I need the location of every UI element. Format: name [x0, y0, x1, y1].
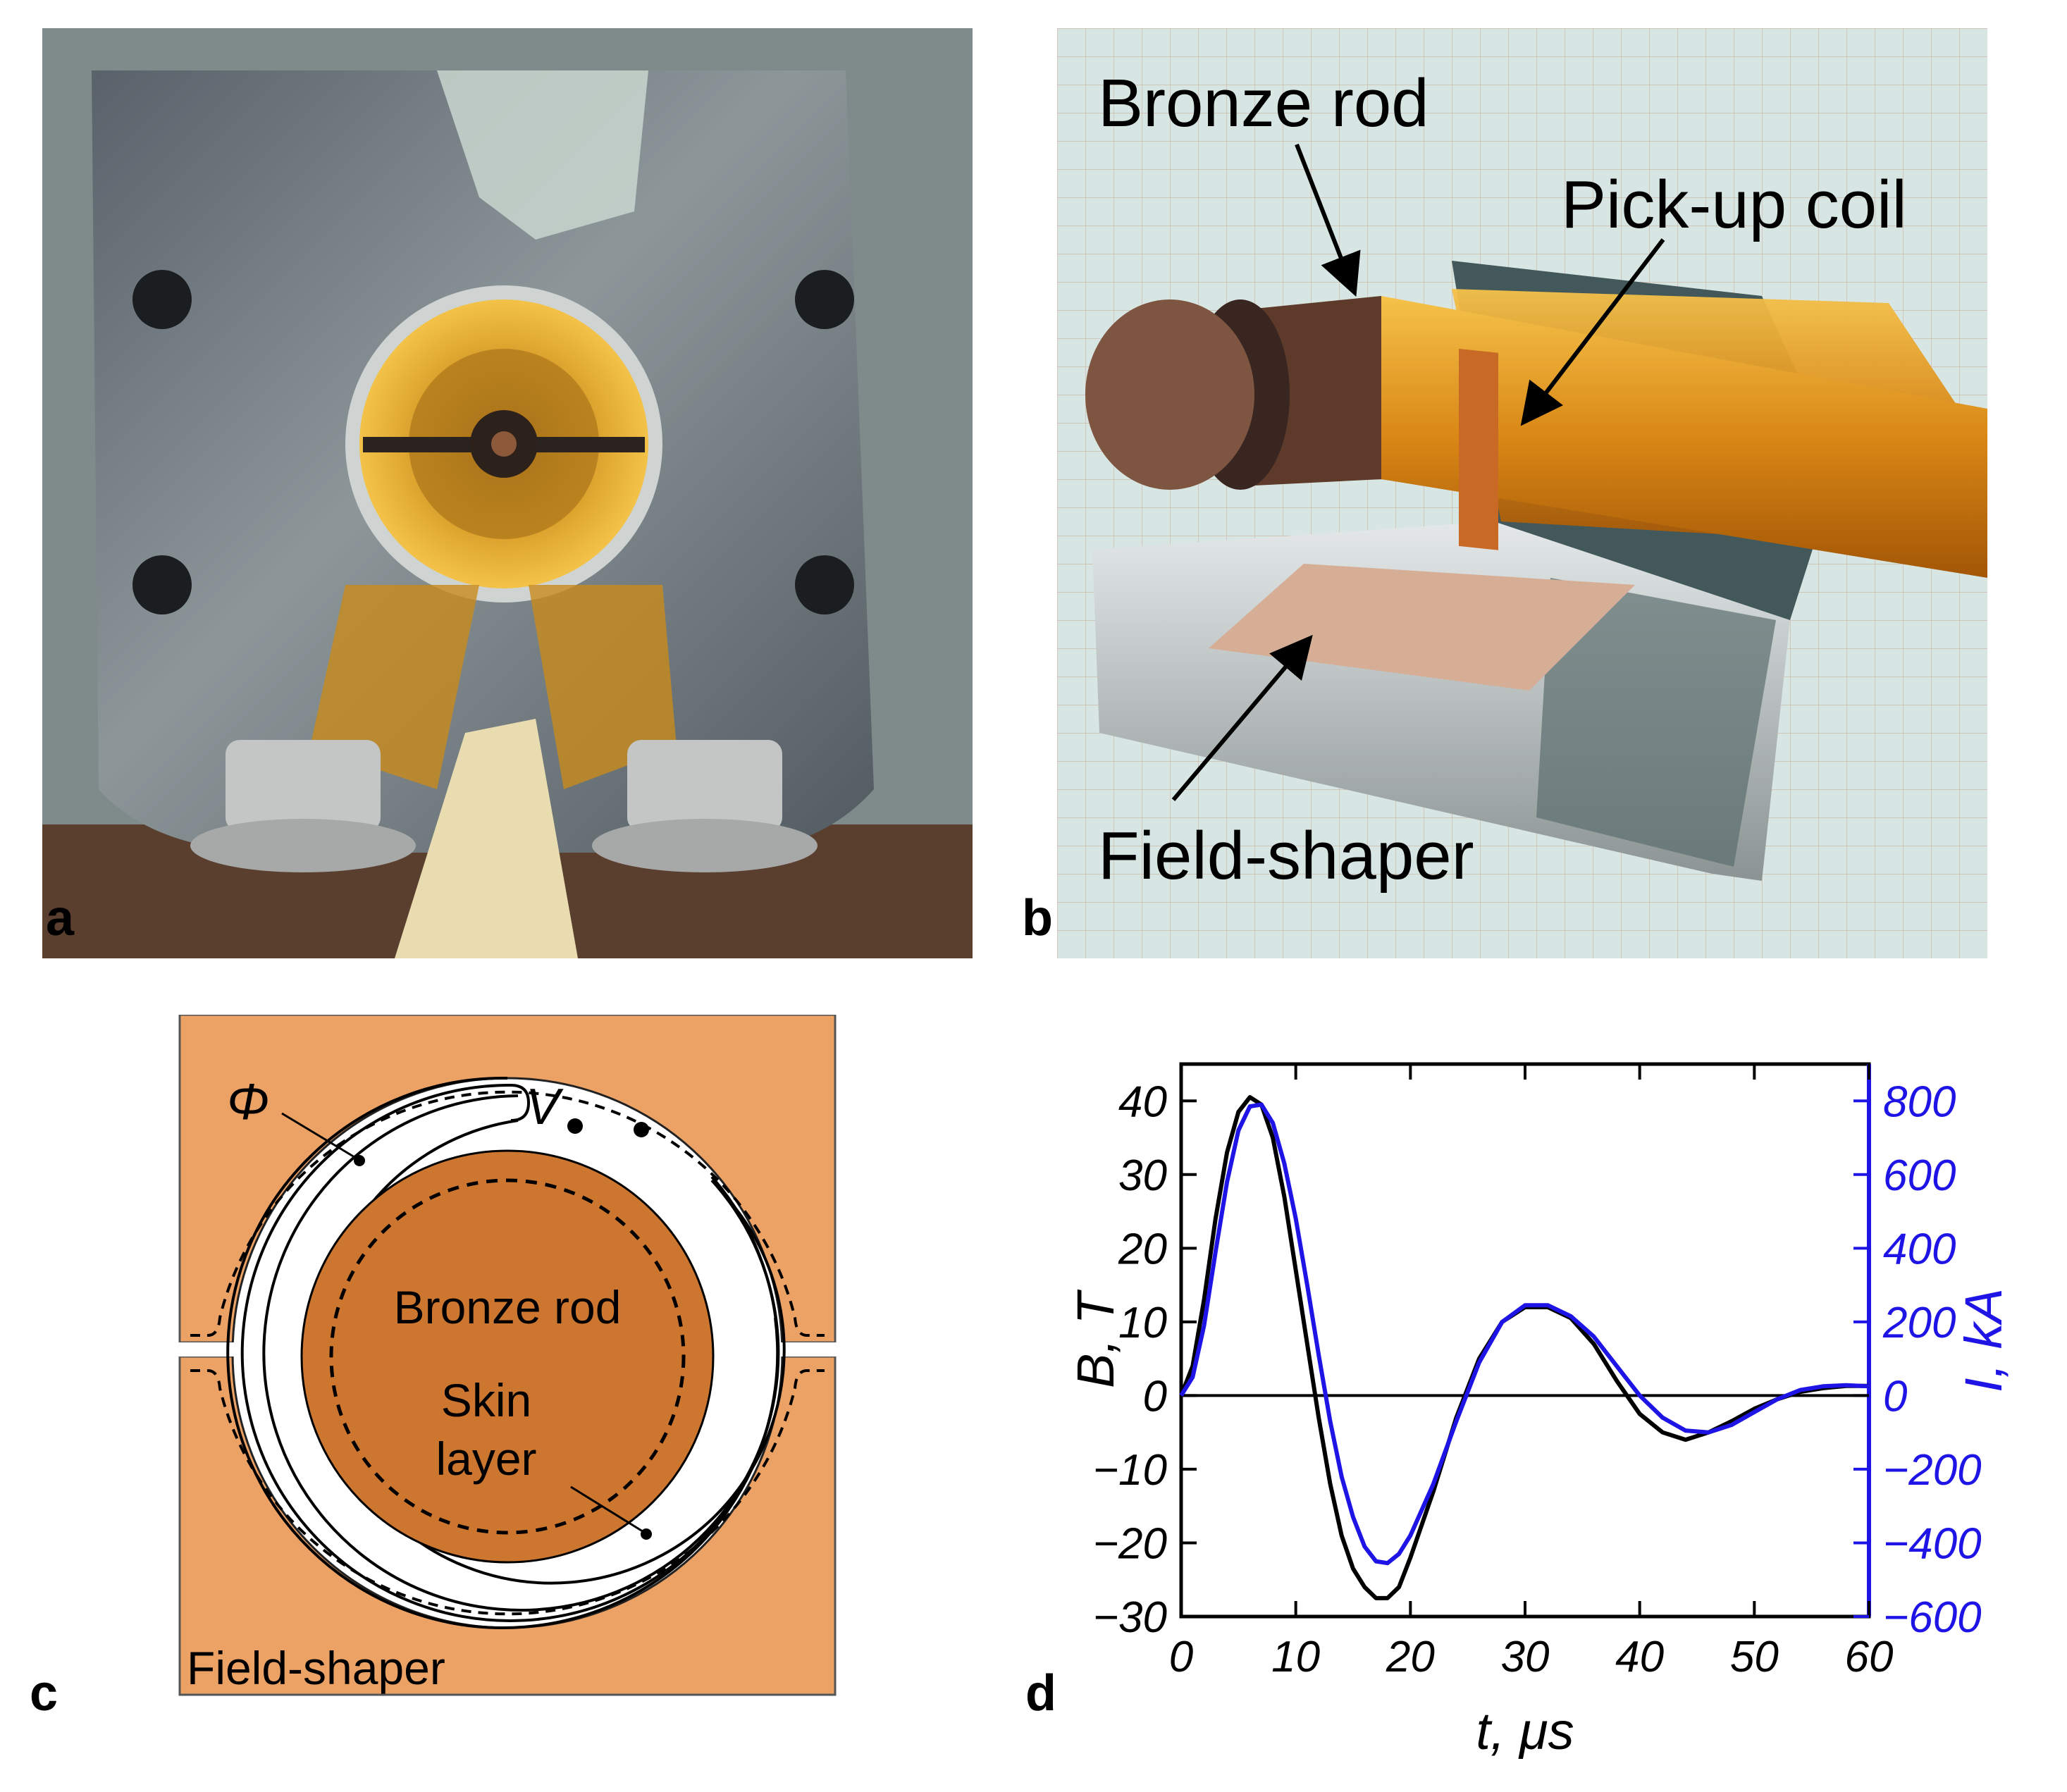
bronze-rod-disc: [300, 1149, 715, 1564]
y-right-tick-label: −200: [1883, 1446, 1982, 1495]
panel-letter-b: b: [1022, 890, 1053, 946]
flux-loop: [262, 1094, 780, 1612]
panel-letter-a: a: [46, 890, 75, 946]
y-right-tick-label: 0: [1883, 1372, 1907, 1421]
arrow-pick-up-coil: [1520, 238, 1665, 426]
label-pick-up-coil: Pick-up coil: [1561, 167, 1907, 242]
arrow-bronze-rod: [1295, 143, 1361, 297]
label-layer: layer: [436, 1433, 536, 1485]
flux-leader: [281, 1112, 359, 1161]
label-field-shaper: Field-shaper: [1098, 818, 1474, 894]
panel-letter-c: c: [30, 1665, 58, 1722]
y-right-tick-label: 600: [1883, 1151, 1956, 1200]
y-right-tick-label: 200: [1882, 1299, 1956, 1347]
y-left-tick-label: −10: [1093, 1446, 1167, 1495]
photo-a: [42, 28, 973, 958]
x-tick-label: 40: [1615, 1633, 1664, 1681]
x-tick-label: 30: [1501, 1633, 1550, 1681]
y-left-tick-label: 30: [1118, 1151, 1167, 1200]
shaper-outline-dashed: [190, 1090, 825, 1616]
x-tick-label: 60: [1845, 1633, 1894, 1681]
y-right-tick-label: −600: [1883, 1593, 1982, 1642]
photo-b-arrows: [1171, 143, 1665, 801]
photo-b-illustration: [1057, 28, 1987, 958]
terminal-dot-2: [634, 1122, 649, 1137]
x-tick-label: 20: [1386, 1633, 1435, 1681]
x-tick-label: 10: [1271, 1633, 1320, 1681]
label-bronze-rod: Bronze rod: [1098, 66, 1429, 141]
y-left-tick-label: 10: [1118, 1299, 1167, 1347]
skin-layer-dashed: [329, 1178, 686, 1535]
y-left-tick-label: 0: [1143, 1372, 1167, 1421]
panel-letter-d: d: [1025, 1665, 1056, 1722]
y-left-tick-label: 40: [1118, 1077, 1167, 1126]
label-field-shaper: Field-shaper: [187, 1642, 445, 1694]
y-left-tick-label: −20: [1093, 1519, 1167, 1568]
plot-area: [1179, 1062, 1871, 1619]
y-right-tick-label: −400: [1883, 1519, 1982, 1568]
flux-loop-cap: [507, 1084, 531, 1122]
chart-d: 0 10 20 30 40 50 60 −30 −20 −10 0 10 20 30 40 −600 −400 −…: [1066, 1062, 2013, 1760]
label-flux: Φ: [227, 1074, 269, 1130]
label-skin: Skin: [441, 1374, 531, 1426]
x-tick-label: 0: [1169, 1633, 1193, 1681]
photo-a-illustration: [42, 28, 973, 958]
y-right-tick-label: 800: [1883, 1077, 1956, 1126]
y-axis-left-label: B, T: [1066, 1289, 1125, 1388]
y-left-tick-label: −30: [1093, 1593, 1167, 1642]
terminal-dot-1: [567, 1118, 583, 1134]
y-axis-right-label: I, kA: [1954, 1288, 2013, 1392]
arrow-field-shaper: [1171, 634, 1313, 801]
photo-b: Bronze rod Pick-up coil Field-shaper: [1057, 28, 1987, 958]
y-right-tick-label: 400: [1883, 1225, 1956, 1273]
y-left-tick-label: 20: [1118, 1225, 1167, 1273]
series-current-line: [1179, 1102, 1870, 1566]
x-axis-label: t, μs: [1476, 1702, 1574, 1760]
label-voltage: V: [526, 1079, 564, 1135]
skin-leader: [570, 1485, 646, 1534]
diagram-c: Φ V Bronze rod Skin layer Field-shaper: [169, 1015, 846, 1696]
label-bronze-rod: Bronze rod: [394, 1281, 622, 1333]
x-tick-label: 50: [1730, 1633, 1779, 1681]
